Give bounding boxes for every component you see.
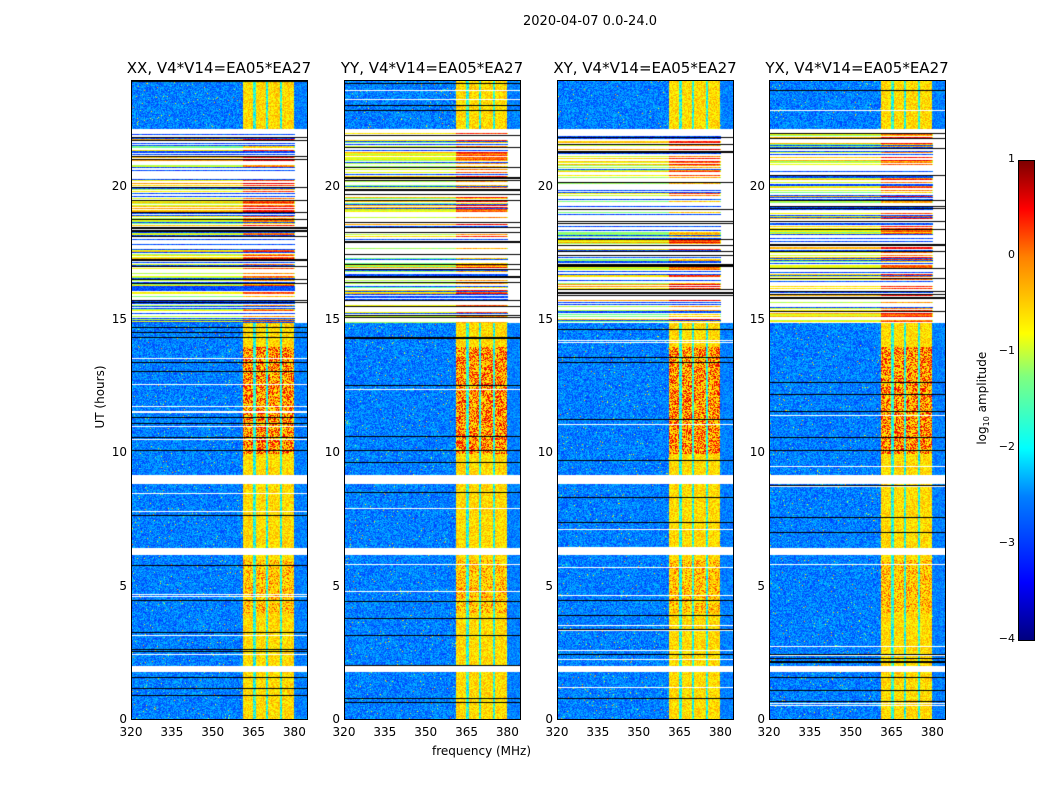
x-tick-label: 320 [119,725,143,739]
y-tick-label: 10 [324,445,340,460]
colorbar-tick-label: 0 [1008,248,1015,261]
y-tick-label: 15 [749,312,765,326]
waterfall-panel-xx [131,80,308,720]
x-tick-label: 335 [586,725,610,739]
colorbar-tick-label: −3 [998,536,1015,549]
figure-title: 2020-04-07 0.0-24.0 [523,14,657,29]
waterfall-panel-xy [557,80,734,720]
y-tick-label: 0 [545,712,553,726]
y-tick-label: 0 [119,712,127,726]
x-tick-label: 350 [201,725,225,739]
y-tick-label: 15 [324,312,340,326]
y-tick-label: 10 [537,445,553,460]
colorbar-tick-label: −1 [998,344,1015,357]
y-axis-label: UT (hours) [93,365,107,429]
x-tick-label: 365 [668,725,691,739]
heatmap-image [132,81,307,719]
x-tick-label: 320 [757,725,781,739]
panel-title: YX, V4*V14=EA05*EA27 [765,59,949,77]
y-tick-label: 5 [545,578,553,593]
y-tick-label: 10 [749,445,765,460]
x-tick-label: 320 [332,725,356,739]
panel-title: XX, V4*V14=EA05*EA27 [126,59,312,77]
x-tick-label: 380 [920,725,944,739]
heatmap-image [770,81,945,719]
x-tick-label: 380 [708,725,732,739]
y-tick-label: 20 [111,178,127,193]
y-tick-label: 5 [757,578,765,593]
y-tick-label: 0 [757,712,765,726]
colorbar-tick-label: −4 [998,632,1015,645]
y-tick-label: 5 [119,578,127,593]
y-tick-label: 20 [749,178,765,193]
heatmap-image [558,81,733,719]
waterfall-panel-yx [769,80,946,720]
x-tick-label: 320 [545,725,569,739]
x-tick-label: 365 [880,725,903,739]
x-tick-label: 365 [242,725,265,739]
x-tick-label: 380 [495,725,519,739]
x-tick-label: 335 [160,725,184,739]
y-tick-label: 5 [332,578,340,593]
y-tick-label: 0 [332,712,340,726]
waterfall-panel-yy [344,80,521,720]
colorbar-tick-label: 1 [1008,152,1015,165]
colorbar-tick-label: −2 [998,440,1015,453]
x-tick-label: 335 [798,725,822,739]
colorbar [1018,160,1035,641]
y-tick-label: 15 [537,312,553,326]
x-tick-label: 350 [627,725,651,739]
y-tick-label: 20 [537,178,553,193]
y-tick-label: 15 [111,312,127,326]
panel-title: XY, V4*V14=EA05*EA27 [553,59,737,77]
y-tick-label: 20 [324,178,340,193]
heatmap-image [345,81,520,719]
x-tick-label: 335 [373,725,397,739]
x-tick-label: 380 [282,725,306,739]
x-axis-label: frequency (MHz) [432,744,532,758]
x-tick-label: 350 [414,725,438,739]
x-tick-label: 365 [455,725,478,739]
x-tick-label: 350 [839,725,863,739]
colorbar-label: log10 amplitude [974,351,992,445]
panel-title: YY, V4*V14=EA05*EA27 [340,59,524,77]
y-tick-label: 10 [111,445,127,460]
